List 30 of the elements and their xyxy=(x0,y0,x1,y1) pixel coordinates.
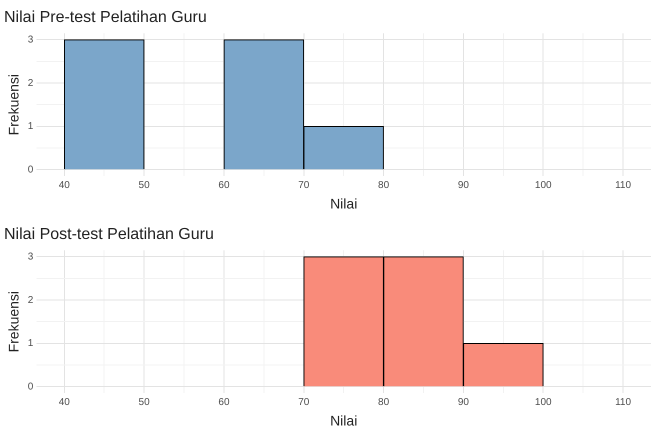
y-tick-label: 0 xyxy=(28,381,34,392)
x-tick-label: 70 xyxy=(298,180,310,191)
y-tick-label: 0 xyxy=(28,164,34,176)
y-tick-label: 2 xyxy=(28,294,34,306)
x-tick-label: 100 xyxy=(534,180,552,191)
x-tick-label: 80 xyxy=(378,180,390,191)
x-axis-title: Nilai xyxy=(330,412,358,428)
x-tick-label: 90 xyxy=(458,180,470,191)
y-tick-label: 3 xyxy=(28,251,34,262)
x-tick-label: 110 xyxy=(615,396,632,408)
x-tick-label: 60 xyxy=(218,180,230,191)
x-tick-label: 110 xyxy=(615,180,632,191)
x-axis-title: Nilai xyxy=(330,195,358,212)
y-axis-title: Frekuensi xyxy=(5,74,22,136)
x-tick-label: 80 xyxy=(378,396,390,408)
x-tick-label: 40 xyxy=(58,396,70,408)
x-tick-label: 90 xyxy=(458,396,470,408)
chart-title: Nilai Post-test Pelatihan Guru xyxy=(4,226,214,244)
x-tick-label: 50 xyxy=(138,396,150,408)
x-tick-label: 50 xyxy=(138,180,150,191)
y-tick-label: 3 xyxy=(28,34,34,46)
x-tick-label: 60 xyxy=(218,396,230,408)
x-tick-label: 100 xyxy=(534,396,552,408)
chart-title: Nilai Pre-test Pelatihan Guru xyxy=(4,9,207,26)
y-tick-label: 1 xyxy=(28,121,34,132)
y-tick-label: 2 xyxy=(28,78,34,89)
x-tick-label: 70 xyxy=(298,396,310,408)
y-tick-label: 1 xyxy=(28,338,34,350)
x-tick-label: 40 xyxy=(58,180,70,191)
y-axis-title: Frekuensi xyxy=(5,290,22,352)
